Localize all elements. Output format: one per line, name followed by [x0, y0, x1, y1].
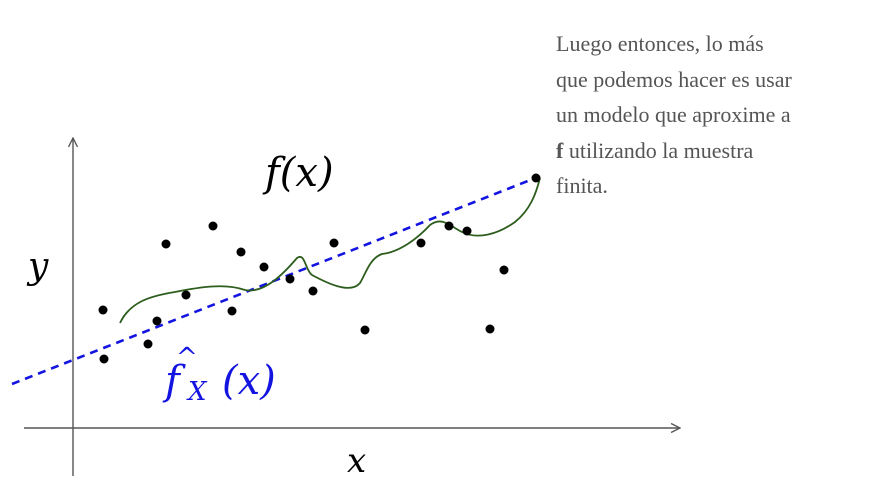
caption-line: f utilizando la muestra — [556, 133, 876, 169]
data-point — [416, 238, 426, 248]
data-point — [531, 173, 541, 183]
data-point — [227, 306, 237, 316]
caption-bold-f: f — [556, 137, 564, 163]
data-point — [444, 221, 454, 231]
x-axis-label: x — [347, 441, 366, 481]
true-function-label: f(x) — [262, 150, 334, 196]
data-point — [181, 290, 191, 300]
data-point — [99, 354, 109, 364]
caption-text: Luego entonces, lo más que podemos hacer… — [556, 26, 876, 204]
data-point — [499, 265, 509, 275]
estimator-argument: (x) — [222, 358, 276, 404]
estimator-subscript: X — [186, 377, 208, 407]
true-function-curve — [119, 177, 541, 324]
estimator-hat: ^ — [176, 343, 198, 373]
data-point — [485, 324, 495, 334]
data-point — [329, 238, 339, 248]
data-point — [143, 339, 153, 349]
caption-line: un modelo que aproxime a — [556, 102, 791, 127]
caption-line: que podemos hacer es usar — [556, 66, 792, 92]
data-point — [236, 247, 246, 257]
estimator-label: ^ f X (x) — [162, 343, 276, 407]
data-point — [259, 262, 269, 272]
data-point — [161, 239, 171, 249]
data-point — [462, 226, 472, 236]
data-point — [308, 286, 318, 296]
data-point — [152, 316, 162, 326]
data-point — [98, 305, 108, 315]
caption-line-rest: utilizando la muestra — [563, 137, 754, 163]
caption-line: Luego entonces, lo más — [556, 31, 764, 56]
data-point — [285, 274, 295, 284]
data-point — [360, 325, 370, 335]
y-axis-label: y — [26, 246, 49, 287]
data-point — [208, 221, 218, 231]
data-points — [98, 173, 541, 364]
caption-line: finita. — [556, 173, 608, 198]
